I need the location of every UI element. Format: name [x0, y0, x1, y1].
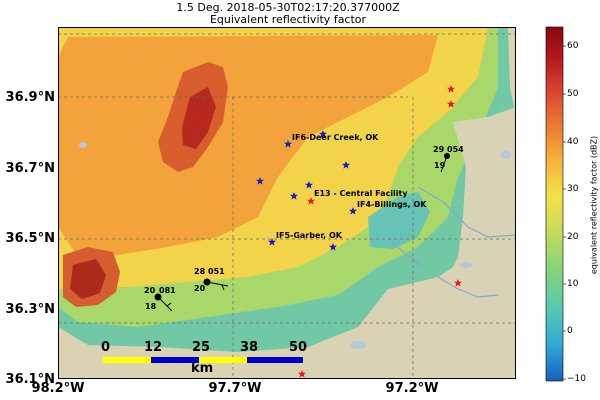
colorbar-tick-label: 10: [567, 279, 579, 289]
site-marker-star[interactable]: [329, 243, 337, 251]
station-obs-right: 054: [447, 145, 464, 154]
station-symbols: [154, 153, 450, 312]
station-obs-bottom: 18: [145, 302, 157, 311]
scale-tick-label: 38: [240, 340, 259, 355]
station-obs-bottom: 20: [194, 284, 206, 293]
lat-tick-label: 36.9°N: [5, 90, 55, 105]
scale-unit-label: km: [191, 361, 214, 376]
clear-area-east: [410, 107, 516, 379]
colorbar-tick-label: 0: [567, 326, 573, 336]
station-obs-top: 20: [144, 286, 156, 295]
lon-tick-label: 97.2°W: [385, 381, 439, 396]
lakes: [79, 142, 511, 349]
site-marker-star[interactable]: [305, 181, 313, 189]
map-title-line1: 1.5 Deg. 2018-05-30T02:17:20.377000Z: [176, 1, 400, 14]
colorbar-tick-label: 60: [567, 41, 579, 51]
site-marker-star[interactable]: [454, 279, 462, 287]
colorbar: [545, 26, 566, 382]
lat-tick-label: 36.3°N: [5, 302, 55, 317]
lat-tick-label: 36.5°N: [5, 231, 55, 246]
scale-bar: [103, 357, 303, 363]
station-obs-bottom: 19: [434, 161, 446, 170]
rivers: [387, 186, 516, 298]
site-marker-star[interactable]: [290, 192, 298, 200]
colorbar-tick-label: 40: [567, 137, 579, 147]
lat-tick-label: 36.1°N: [5, 372, 55, 387]
radar-map: [58, 27, 516, 379]
site-label-central-facility: E13 - Central Facility: [314, 189, 408, 198]
site-marker-star[interactable]: [307, 197, 315, 205]
site-marker-star[interactable]: [447, 85, 455, 93]
site-marker-star[interactable]: [284, 140, 292, 148]
site-marker-star[interactable]: [268, 238, 276, 246]
colorbar-tick-label: −10: [567, 374, 586, 384]
county-lines: [58, 33, 516, 379]
colorbar-label: equivalent reflectivity factor (dBZ): [589, 135, 599, 275]
scale-tick-label: 25: [192, 340, 211, 355]
site-marker-star[interactable]: [342, 161, 350, 169]
lat-tick-label: 36.7°N: [5, 161, 55, 176]
station-marker[interactable]: [440, 153, 450, 173]
lon-tick-label: 98.2°W: [31, 381, 85, 396]
site-marker-star[interactable]: [447, 100, 455, 108]
station-obs-top: 29: [433, 145, 445, 154]
site-label-garber: IF5-Garber, OK: [276, 231, 342, 240]
clear-area-southeast: [298, 327, 420, 379]
colorbar-tick-label: 20: [567, 232, 579, 242]
scale-tick-label: 12: [144, 340, 163, 355]
scale-tick-label: 0: [101, 340, 111, 355]
scale-tick-label: 50: [289, 340, 308, 355]
station-obs-top: 28: [194, 267, 206, 276]
site-marker-star[interactable]: [256, 177, 264, 185]
station-obs-right: 081: [159, 286, 176, 295]
station-marker[interactable]: [203, 278, 229, 291]
site-marker-star[interactable]: [349, 207, 357, 215]
colorbar-tick-label: 50: [567, 89, 579, 99]
site-label-deer-creek: IF6-Deer Creek, OK: [292, 133, 379, 142]
station-marker[interactable]: [154, 293, 173, 312]
map-title-line2: Equivalent reflectivity factor: [209, 13, 367, 26]
map-frame: [58, 27, 516, 379]
lon-tick-label: 97.7°W: [208, 381, 262, 396]
station-obs-right: 051: [208, 267, 225, 276]
site-label-billings: IF4-Billings, OK: [357, 200, 427, 209]
site-marker-star[interactable]: [298, 370, 306, 378]
colorbar-tick-label: 30: [567, 184, 579, 194]
